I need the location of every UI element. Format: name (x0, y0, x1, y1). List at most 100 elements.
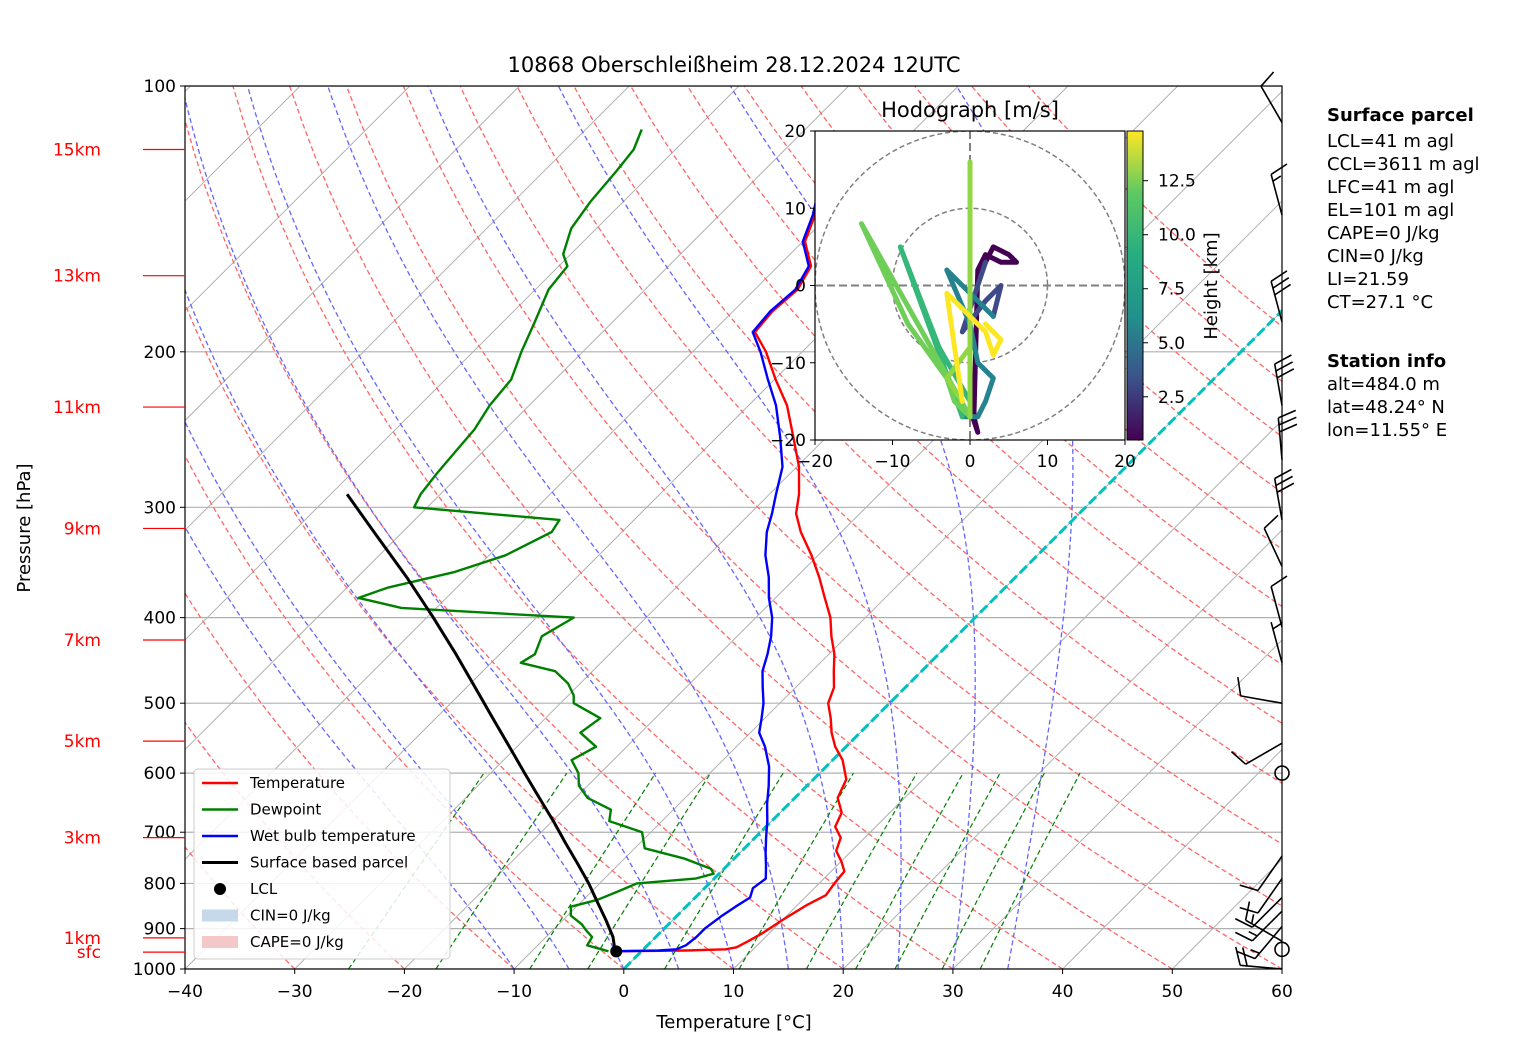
wind-barb (1270, 575, 1288, 628)
hodograph-segment (944, 159, 973, 420)
surface-based-parcel-line (345, 493, 617, 952)
isotherm-line (513, 200, 1282, 969)
wind-barb-staff (1270, 586, 1283, 628)
wind-barb (1273, 354, 1295, 406)
wind-barb-staff (1240, 964, 1283, 970)
wind-barb (1237, 925, 1283, 960)
height-tick-label: 7km (64, 631, 101, 651)
surface-parcel-title: Surface parcel (1327, 105, 1474, 126)
isotherm-line (185, 86, 740, 641)
y-tick-label: 400 (144, 609, 176, 629)
wind-barb-flag (1230, 751, 1247, 765)
y-tick-label: 300 (144, 498, 176, 518)
hodograph-segment (959, 259, 1004, 335)
height-tick-label: 3km (64, 829, 101, 849)
wind-barb (1234, 896, 1283, 928)
legend-label: Dewpoint (250, 801, 321, 819)
freezing-isotherm-line (622, 308, 1282, 969)
isotherm-line (185, 86, 520, 422)
mixing-ratio-line (941, 772, 1045, 969)
wind-barb-flag (1239, 906, 1259, 914)
hodograph-axes: −20 −10 0 10 20 20 10 0 −10 −20 (770, 122, 1136, 472)
wind-barb-staff (1257, 855, 1283, 891)
height-tick-label: 13km (53, 267, 101, 287)
y-tick-label: 900 (144, 920, 176, 940)
hodograph-x-tick-label: 10 (1037, 452, 1059, 472)
wind-barb-staff (1251, 896, 1283, 928)
hodograph: −20 −10 0 10 20 20 10 0 −10 −20 Hodograph [m/s] 2… (770, 98, 1222, 472)
surface-parcel-line: CIN=0 J/kg (1327, 246, 1424, 267)
colorbar-tick-label: 5.0 (1158, 334, 1185, 354)
wind-barb-flag (1270, 270, 1288, 283)
isotherm-line (842, 529, 1282, 969)
surface-parcel-line: CCL=3611 m agl (1327, 154, 1480, 175)
wind-barb-flag (1275, 361, 1293, 372)
x-tick-label: 50 (1161, 982, 1183, 1002)
y-tick-label: 800 (144, 874, 176, 894)
wind-barb (1234, 910, 1283, 942)
wind-barb-flag (1270, 163, 1288, 176)
hodograph-y-tick-label: −10 (770, 354, 806, 374)
y-tick-label: 600 (144, 764, 176, 784)
wind-barb-flag (1234, 918, 1253, 928)
wind-barb (1270, 270, 1292, 323)
colorbar-label: Height [km] (1201, 232, 1222, 339)
wind-barb-flag (1276, 368, 1295, 379)
wind-barb-flag (1250, 949, 1260, 955)
x-tick-label: 20 (832, 982, 854, 1002)
height-tick-label: 15km (53, 140, 101, 160)
y-tick-label: 500 (144, 694, 176, 714)
wind-barb (1273, 468, 1295, 521)
wind-barb-flag (1274, 283, 1292, 296)
y-tick-label: 1000 (133, 960, 176, 980)
colorbar-tick-label: 10.0 (1158, 226, 1196, 246)
wind-barb-flag (1234, 931, 1253, 942)
height-tick-label: sfc (77, 943, 101, 963)
mixing-ratio-line (979, 772, 1081, 969)
height-tick-label: 1km (64, 929, 101, 949)
wind-barb (1270, 163, 1288, 216)
wind-barb-flag (1260, 71, 1275, 87)
hodograph-x-tick-label: 20 (1114, 452, 1136, 472)
hodograph-x-tick-label: 0 (965, 452, 976, 472)
dry-adiabat-line (402, 86, 1282, 969)
legend-label: Temperature (249, 774, 345, 792)
x-tick-label: 60 (1271, 982, 1293, 1002)
moist-adiabat-line (427, 86, 844, 969)
legend-swatch (202, 909, 238, 922)
wind-barb (1277, 409, 1298, 460)
wind-barb-calm (1274, 941, 1290, 958)
mixing-ratio-line (855, 772, 964, 969)
isotherm-line (185, 86, 630, 531)
y-tick-label: 100 (144, 77, 176, 97)
wind-barb-staff (1240, 695, 1283, 704)
hodograph-y-tick-label: 10 (784, 199, 806, 219)
hodograph-x-tick-label: −20 (797, 452, 833, 472)
wind-barb-flag (1250, 914, 1255, 924)
wind-barb (1260, 71, 1283, 123)
station-info-line: alt=484.0 m (1327, 374, 1440, 395)
chart-title: 10868 Oberschleißheim 28.12.2024 12UTC (508, 53, 961, 77)
hodograph-trace (859, 159, 1019, 435)
wind-barb-staff (1257, 878, 1283, 914)
dry-adiabat-line (289, 86, 1063, 969)
x-tick-label: 10 (723, 982, 745, 1002)
x-tick-label: −30 (277, 982, 313, 1002)
mixing-ratio-line (529, 772, 657, 969)
surface-parcel-line: CAPE=0 J/kg (1327, 223, 1440, 244)
isotherm-line (185, 86, 849, 751)
wind-barb (1263, 514, 1283, 567)
colorbar (1126, 130, 1144, 441)
surface-parcel-line: LFC=41 m agl (1327, 177, 1454, 198)
wind-barb-flag (1278, 409, 1297, 419)
wind-barb-flag (1237, 677, 1242, 697)
moist-adiabat-line (557, 86, 902, 969)
wind-barb-flag (1248, 930, 1258, 937)
wind-barb-flag (1234, 946, 1241, 966)
legend-label: CIN=0 J/kg (250, 907, 331, 925)
wet-bulb-temperature-line (610, 139, 838, 953)
lcl-marker (610, 945, 623, 958)
skew-t-profiles (345, 129, 848, 958)
